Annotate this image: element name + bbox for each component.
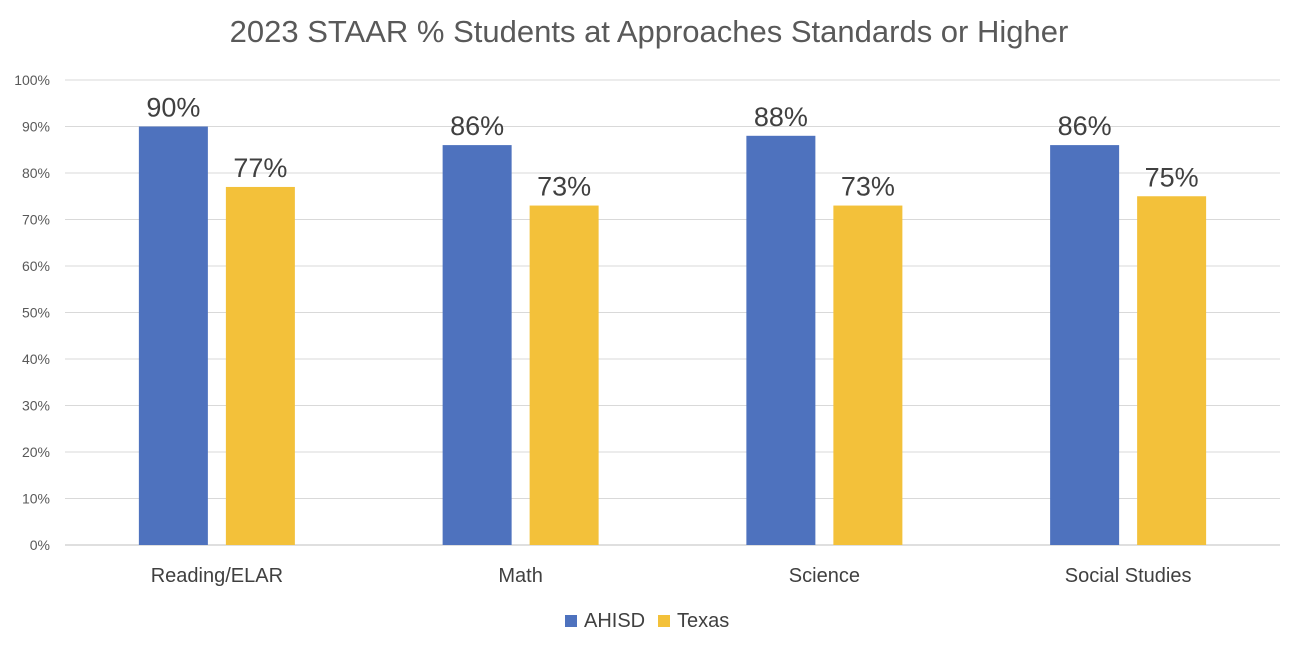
- data-label: 73%: [537, 172, 591, 202]
- bar-ahisd-social-studies: [1050, 145, 1120, 545]
- data-label: 90%: [146, 93, 200, 123]
- data-label: 86%: [450, 111, 504, 141]
- y-tick-label: 40%: [22, 351, 50, 367]
- x-category-label: Science: [789, 565, 860, 587]
- chart-title: 2023 STAAR % Students at Approaches Stan…: [229, 14, 1069, 49]
- data-label: 75%: [1145, 162, 1199, 192]
- bar-texas-social-studies: [1137, 196, 1207, 545]
- y-tick-label: 0%: [30, 537, 50, 553]
- legend-swatch-ahisd: [565, 615, 577, 627]
- x-axis-categories: Reading/ELAR Math Science Social Studies: [151, 565, 1192, 587]
- data-label: 88%: [754, 102, 808, 132]
- data-labels: 90% 77% 86% 73% 88% 73% 86% 75%: [146, 93, 1198, 202]
- data-label: 73%: [841, 172, 895, 202]
- y-tick-label: 90%: [22, 119, 50, 135]
- bar-ahisd-reading-elar: [138, 126, 208, 545]
- y-axis-ticks: 0% 10% 20% 30% 40% 50% 60% 70% 80% 90% 100%: [14, 72, 50, 553]
- legend: AHISD Texas: [565, 610, 729, 632]
- y-tick-label: 70%: [22, 212, 50, 228]
- y-tick-label: 80%: [22, 165, 50, 181]
- data-label: 77%: [233, 153, 287, 183]
- legend-swatch-texas: [658, 615, 670, 627]
- y-tick-label: 30%: [22, 398, 50, 414]
- bar-texas-math: [529, 205, 599, 546]
- bar-texas-science: [833, 205, 903, 546]
- bar-texas-reading-elar: [225, 186, 295, 545]
- x-category-label: Math: [498, 565, 542, 587]
- legend-label-texas: Texas: [677, 610, 729, 632]
- y-tick-label: 20%: [22, 444, 50, 460]
- y-tick-label: 100%: [14, 72, 50, 88]
- bar-ahisd-science: [746, 135, 816, 546]
- bars: [138, 126, 1207, 546]
- bar-ahisd-math: [442, 145, 512, 545]
- x-category-label: Reading/ELAR: [151, 565, 283, 587]
- x-category-label: Social Studies: [1065, 565, 1192, 587]
- y-tick-label: 50%: [22, 305, 50, 321]
- legend-label-ahisd: AHISD: [584, 610, 645, 632]
- y-tick-label: 10%: [22, 491, 50, 507]
- y-tick-label: 60%: [22, 258, 50, 274]
- data-label: 86%: [1058, 111, 1112, 141]
